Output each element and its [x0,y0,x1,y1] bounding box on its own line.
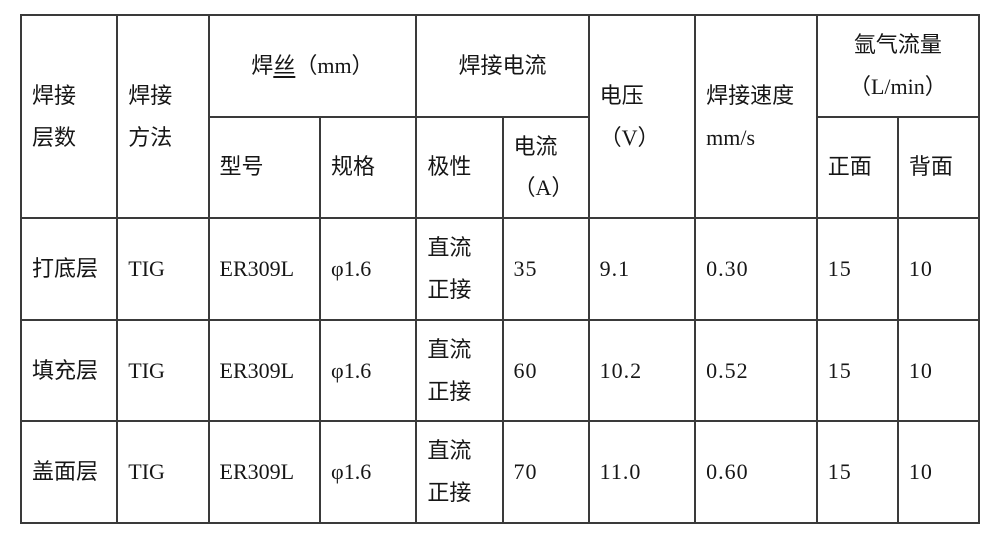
welding-parameters-table: 焊接 层数 焊接 方法 焊丝（mm） 焊接电流 电压 （V） 焊接速度 mm/s [20,14,980,524]
text: （mm） [295,53,373,78]
table-row: 盖面层 TIG ER309L φ1.6 直流 正接 70 11.0 0.60 1… [21,421,979,523]
col-header-gas-back: 背面 [898,117,979,219]
table-row: 打底层 TIG ER309L φ1.6 直流 正接 35 9.1 0.30 15… [21,218,979,320]
col-header-layer: 焊接 层数 [21,15,117,218]
cell-method: TIG [117,320,208,422]
cell-model: ER309L [209,421,321,523]
text: 正接 [427,277,471,302]
cell-layer: 打底层 [21,218,117,320]
col-header-wire-spec: 规格 [320,117,416,219]
text: （A） [514,175,574,200]
cell-polarity: 直流 正接 [416,218,502,320]
text: 直流 [427,337,471,362]
col-header-method: 焊接 方法 [117,15,208,218]
text: 正接 [427,480,471,505]
cell-model: ER309L [209,320,321,422]
cell-current: 60 [503,320,589,422]
text: 方法 [128,125,172,150]
cell-spec: φ1.6 [320,421,416,523]
cell-speed: 0.30 [695,218,817,320]
cell-gas-front: 15 [817,218,898,320]
cell-method: TIG [117,218,208,320]
cell-voltage: 10.2 [589,320,695,422]
text: 直流 [427,438,471,463]
cell-current: 35 [503,218,589,320]
cell-voltage: 9.1 [589,218,695,320]
text: （V） [600,125,660,150]
col-header-voltage: 电压 （V） [589,15,695,218]
cell-polarity: 直流 正接 [416,421,502,523]
col-header-current: 电流 （A） [503,117,589,219]
cell-gas-back: 10 [898,421,979,523]
cell-method: TIG [117,421,208,523]
cell-voltage: 11.0 [589,421,695,523]
text: 电压 [600,83,644,108]
cell-gas-back: 10 [898,320,979,422]
col-header-gas-group: 氩气流量 （L/min） [817,15,979,117]
col-header-gas-front: 正面 [817,117,898,219]
table-container: 焊接 层数 焊接 方法 焊丝（mm） 焊接电流 电压 （V） 焊接速度 mm/s [0,0,1000,544]
col-header-speed: 焊接速度 mm/s [695,15,817,218]
header-row-1: 焊接 层数 焊接 方法 焊丝（mm） 焊接电流 电压 （V） 焊接速度 mm/s [21,15,979,117]
text: 电流 [514,134,558,159]
cell-spec: φ1.6 [320,320,416,422]
cell-gas-front: 15 [817,421,898,523]
cell-speed: 0.52 [695,320,817,422]
text: （L/min） [849,74,947,99]
text: 焊接电流 [459,53,547,78]
cell-gas-front: 15 [817,320,898,422]
text: 直流 [427,235,471,260]
col-header-current-group: 焊接电流 [416,15,588,117]
col-header-polarity: 极性 [416,117,502,219]
cell-spec: φ1.6 [320,218,416,320]
text: 焊 [251,53,273,78]
cell-polarity: 直流 正接 [416,320,502,422]
cell-gas-back: 10 [898,218,979,320]
cell-layer: 填充层 [21,320,117,422]
text: 层数 [32,125,76,150]
text: 氩气流量 [854,32,942,57]
col-header-wire-model: 型号 [209,117,321,219]
table-row: 填充层 TIG ER309L φ1.6 直流 正接 60 10.2 0.52 1… [21,320,979,422]
cell-layer: 盖面层 [21,421,117,523]
text: mm/s [706,125,755,150]
cell-current: 70 [503,421,589,523]
text-underlined: 丝 [273,53,295,78]
col-header-wire-group: 焊丝（mm） [209,15,417,117]
text: 焊接 [32,83,76,108]
text: 正接 [427,379,471,404]
text: 焊接速度 [706,83,794,108]
cell-speed: 0.60 [695,421,817,523]
text: 焊接 [128,83,172,108]
cell-model: ER309L [209,218,321,320]
